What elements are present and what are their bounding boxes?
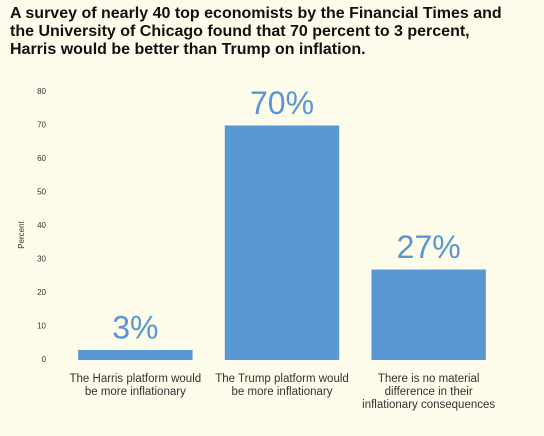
value-label: 3% — [112, 309, 158, 345]
y-tick-label: 0 — [42, 355, 47, 364]
bar — [224, 125, 340, 360]
x-tick-label: The Harris platform would be more inflat… — [69, 373, 202, 398]
y-axis-label: Percent — [17, 220, 26, 248]
chart-title: A survey of nearly 40 top economists by … — [10, 5, 502, 58]
y-tick-label: 60 — [37, 154, 46, 163]
x-tick-label: There is no material difference in their… — [362, 373, 496, 411]
value-label: 70% — [250, 85, 314, 121]
y-tick-label: 80 — [37, 87, 46, 96]
y-tick-label: 10 — [37, 322, 46, 331]
y-tick-label: 30 — [37, 255, 46, 264]
y-tick-label: 50 — [37, 188, 46, 197]
y-tick-label: 70 — [37, 121, 46, 130]
bar — [371, 269, 486, 360]
y-tick-label: 20 — [37, 288, 46, 297]
bar — [78, 349, 193, 360]
value-label: 27% — [397, 229, 461, 265]
y-tick-label: 40 — [37, 221, 46, 230]
x-tick-label: The Trump platform would be more inflati… — [215, 373, 349, 398]
